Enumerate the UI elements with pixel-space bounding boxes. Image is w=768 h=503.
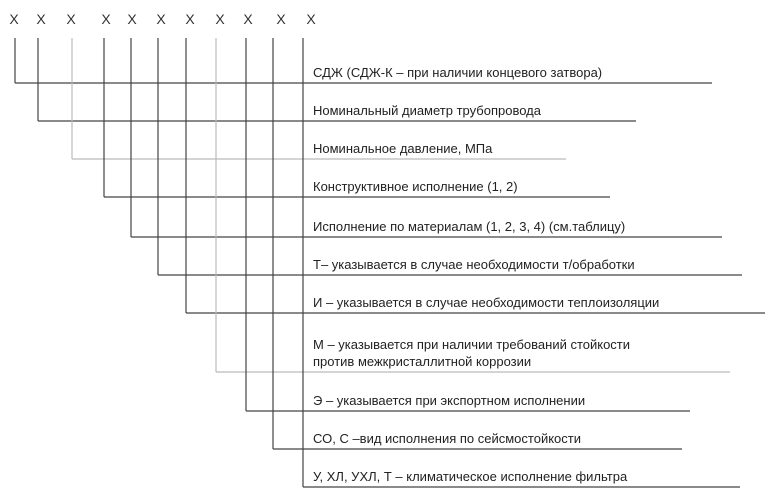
row-description: Номинальный диаметр трубопровода xyxy=(313,103,542,118)
row-description: СДЖ (СДЖ-К – при наличии концевого затво… xyxy=(313,65,602,80)
row-description: СО, С –вид исполнения по сейсмостойкости xyxy=(313,431,581,446)
row-description: Т– указывается в случае необходимости т/… xyxy=(313,257,635,272)
code-placeholder: X xyxy=(36,11,46,27)
code-placeholder: X xyxy=(306,11,316,27)
row-description: И – указывается в случае необходимости т… xyxy=(313,295,659,310)
code-placeholder: X xyxy=(215,11,225,27)
row-description: Исполнение по материалам (1, 2, 3, 4) (с… xyxy=(313,219,625,234)
code-placeholder: X xyxy=(101,11,111,27)
row-description: Номинальное давление, МПа xyxy=(313,141,493,156)
code-placeholder: X xyxy=(9,11,19,27)
row-description: Э – указывается при экспортном исполнени… xyxy=(313,393,585,408)
code-placeholder: X xyxy=(156,11,166,27)
row-description: М – указывается при наличии требований с… xyxy=(313,337,630,352)
row-description: У, ХЛ, УХЛ, Т – климатическое исполнение… xyxy=(313,469,628,484)
row-description: Конструктивное исполнение (1, 2) xyxy=(313,179,518,194)
code-placeholder: X xyxy=(127,11,137,27)
code-placeholder: X xyxy=(243,11,253,27)
code-placeholder: X xyxy=(276,11,286,27)
code-placeholder: X xyxy=(66,11,76,27)
code-placeholder: X xyxy=(185,11,195,27)
row-description: против межкристаллитной коррозии xyxy=(313,354,531,369)
